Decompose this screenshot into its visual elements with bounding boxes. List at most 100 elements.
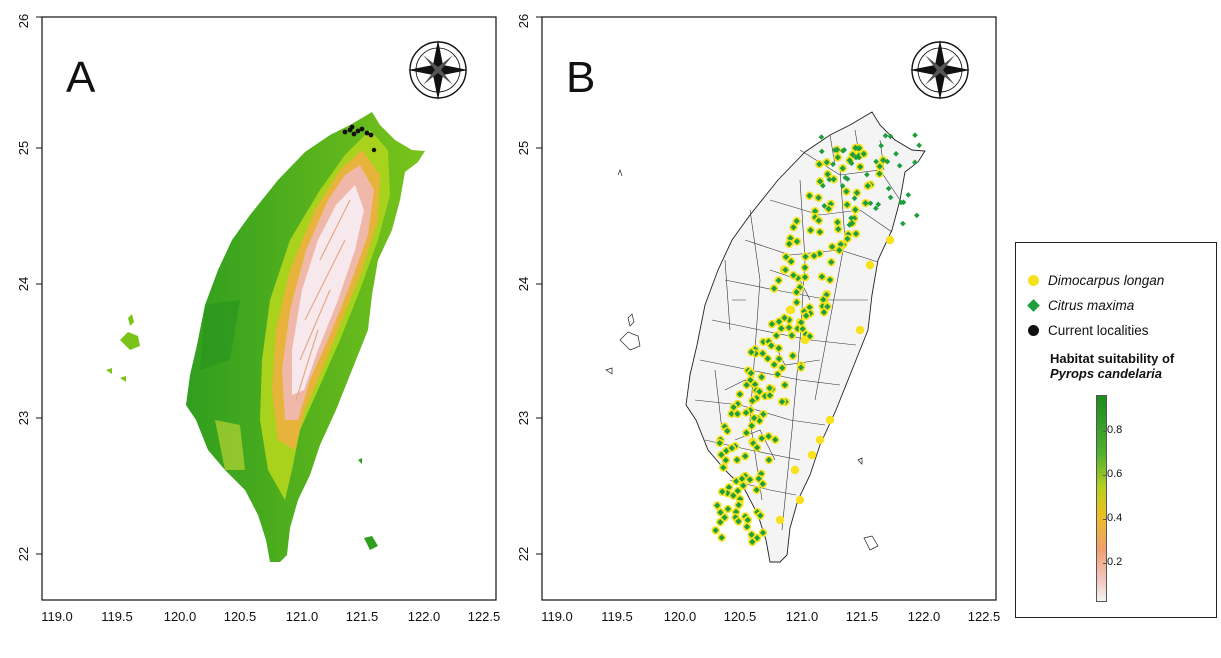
longan-point (800, 335, 810, 345)
pomelo-point (826, 176, 833, 183)
pomelo-point (828, 259, 835, 266)
colorbar-tick: 0.6 (1102, 468, 1123, 480)
y-tick: 25 (516, 141, 531, 155)
pomelo-point (851, 195, 858, 202)
pomelo-point (884, 158, 891, 165)
pomelo-point (728, 410, 735, 417)
colorbar-tick: 0.8 (1102, 424, 1123, 436)
pomelo-point (912, 132, 918, 138)
pomelo-point (742, 453, 749, 460)
yellow-circle-icon (1028, 275, 1039, 286)
pomelo-point (788, 332, 795, 339)
pomelo-point (873, 205, 879, 212)
pomelo-point (841, 147, 848, 153)
y-tick: 26 (516, 14, 531, 28)
pomelo-point (887, 194, 894, 201)
taiwan-elevation-map (106, 112, 425, 562)
longan-point (785, 305, 795, 315)
pomelo-point (875, 201, 882, 208)
pomelo-point (893, 150, 899, 157)
y-tick: 22 (516, 547, 531, 561)
map-legend: Dimocarpus longan Citrus maxima Current … (1015, 242, 1217, 618)
longan-point (825, 415, 835, 425)
legend-title: Habitat suitability of Pyrops candelaria (1050, 351, 1175, 381)
pomelo-point (772, 436, 779, 443)
pomelo-point (787, 258, 795, 265)
longan-point (775, 515, 785, 525)
pomelo-point (802, 253, 809, 260)
longan-point (815, 435, 825, 445)
pomelo-point (764, 355, 771, 362)
colorbar-tick: 0.2 (1102, 556, 1123, 568)
longan-point (865, 260, 875, 270)
x-tick: 120.0 (664, 609, 697, 624)
pomelo-point (820, 309, 828, 316)
x-tick: 122.0 (908, 609, 941, 624)
pomelo-point (785, 324, 793, 331)
legend-item-longan: Dimocarpus longan (1028, 273, 1164, 288)
compass-rose-icon (910, 40, 970, 100)
x-tick: 121.0 (786, 609, 819, 624)
pomelo-point (757, 512, 764, 519)
pomelo-point (751, 414, 758, 422)
pomelo-point (810, 252, 818, 259)
pomelo-point (854, 145, 861, 152)
pomelo-point (781, 314, 788, 321)
pomelo-point (848, 215, 854, 221)
pomelo-point (743, 523, 751, 530)
x-tick: 122.0 (408, 609, 441, 624)
pomelo-point (853, 154, 859, 161)
longan-point (795, 495, 805, 505)
x-tick: 121.0 (286, 609, 319, 624)
pomelo-point (748, 531, 755, 538)
y-tick: 22 (16, 547, 31, 561)
legend-label: Current localities (1048, 323, 1149, 338)
x-tick: 119.0 (541, 609, 573, 624)
x-tick: 120.5 (224, 609, 257, 624)
suitability-colorbar (1096, 395, 1107, 602)
x-tick: 122.5 (468, 609, 501, 624)
green-diamond-icon (1027, 299, 1040, 312)
current-localities-markers (342, 124, 377, 153)
pomelo-point (759, 529, 767, 536)
panel-b-label: B (566, 53, 595, 102)
pomelo-point (744, 516, 751, 524)
pomelo-point (818, 148, 825, 155)
pomelo-point (882, 132, 889, 139)
pomelo-point (905, 192, 912, 198)
legend-item-pomelo: Citrus maxima (1027, 298, 1135, 313)
black-circle-icon (1028, 325, 1039, 336)
x-tick: 119.5 (601, 609, 633, 624)
pomelo-point (848, 160, 855, 167)
pomelo-point (873, 158, 879, 165)
pomelo-point (821, 203, 828, 209)
pomelo-point (885, 185, 892, 192)
pomelo-point (913, 212, 920, 219)
pomelo-point (728, 444, 735, 452)
pomelo-point (846, 222, 853, 228)
legend-label: Citrus maxima (1048, 298, 1135, 313)
pomelo-point (878, 142, 884, 149)
pomelo-point (844, 176, 851, 182)
y-tick: 23 (516, 411, 531, 425)
panel-b: B 26 25 24 23 22 119.0 119.5 120.0 120.5… (516, 14, 1000, 624)
longan-point (855, 325, 865, 335)
y-tick: 24 (16, 277, 31, 291)
x-tick: 121.5 (846, 609, 879, 624)
pomelo-point (717, 518, 724, 526)
panel-b-x-axis: 119.0 119.5 120.0 120.5 121.0 121.5 122.… (541, 609, 1000, 624)
pomelo-point (718, 534, 725, 541)
longan-point (885, 235, 895, 245)
pomelo-point (765, 433, 772, 440)
pomelo-point (864, 171, 870, 178)
panel-a-x-axis: 119.0 119.5 120.0 120.5 121.0 121.5 122.… (41, 609, 500, 624)
pomelo-point (900, 199, 907, 206)
pomelo-point (896, 162, 903, 169)
panel-a-y-axis: 26 25 24 23 22 (16, 14, 42, 561)
y-tick: 25 (16, 141, 31, 155)
pomelo-point (749, 538, 756, 545)
panel-b-y-axis: 26 25 24 23 22 (516, 14, 542, 561)
pomelo-point (900, 220, 906, 227)
pomelo-point (735, 501, 742, 509)
pomelo-point (867, 200, 874, 207)
